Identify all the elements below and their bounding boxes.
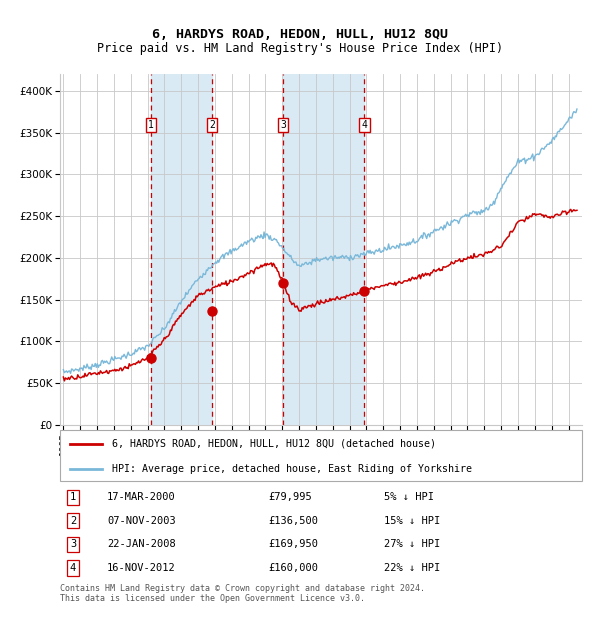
Text: £169,950: £169,950 (269, 539, 319, 549)
Text: £136,500: £136,500 (269, 516, 319, 526)
Text: £160,000: £160,000 (269, 563, 319, 573)
Text: Price paid vs. HM Land Registry's House Price Index (HPI): Price paid vs. HM Land Registry's House … (97, 42, 503, 55)
Text: HPI: Average price, detached house, East Riding of Yorkshire: HPI: Average price, detached house, East… (112, 464, 472, 474)
Text: 1: 1 (70, 492, 76, 502)
Text: 22% ↓ HPI: 22% ↓ HPI (383, 563, 440, 573)
FancyBboxPatch shape (60, 430, 582, 480)
Text: 6, HARDYS ROAD, HEDON, HULL, HU12 8QU (detached house): 6, HARDYS ROAD, HEDON, HULL, HU12 8QU (d… (112, 439, 436, 449)
Text: 2: 2 (70, 516, 76, 526)
Text: 07-NOV-2003: 07-NOV-2003 (107, 516, 176, 526)
Text: £79,995: £79,995 (269, 492, 313, 502)
Text: 4: 4 (70, 563, 76, 573)
Bar (151, 74, 212, 425)
Text: 15% ↓ HPI: 15% ↓ HPI (383, 516, 440, 526)
Text: 1: 1 (148, 120, 154, 130)
Text: 3: 3 (280, 120, 286, 130)
Text: 4: 4 (362, 120, 367, 130)
Bar (283, 74, 364, 425)
Text: Contains HM Land Registry data © Crown copyright and database right 2024.
This d: Contains HM Land Registry data © Crown c… (60, 584, 425, 603)
Text: 5% ↓ HPI: 5% ↓ HPI (383, 492, 434, 502)
Text: 17-MAR-2000: 17-MAR-2000 (107, 492, 176, 502)
Text: 3: 3 (70, 539, 76, 549)
Text: 6, HARDYS ROAD, HEDON, HULL, HU12 8QU: 6, HARDYS ROAD, HEDON, HULL, HU12 8QU (152, 28, 448, 41)
Text: 27% ↓ HPI: 27% ↓ HPI (383, 539, 440, 549)
Text: 2: 2 (209, 120, 215, 130)
Text: 22-JAN-2008: 22-JAN-2008 (107, 539, 176, 549)
Text: 16-NOV-2012: 16-NOV-2012 (107, 563, 176, 573)
